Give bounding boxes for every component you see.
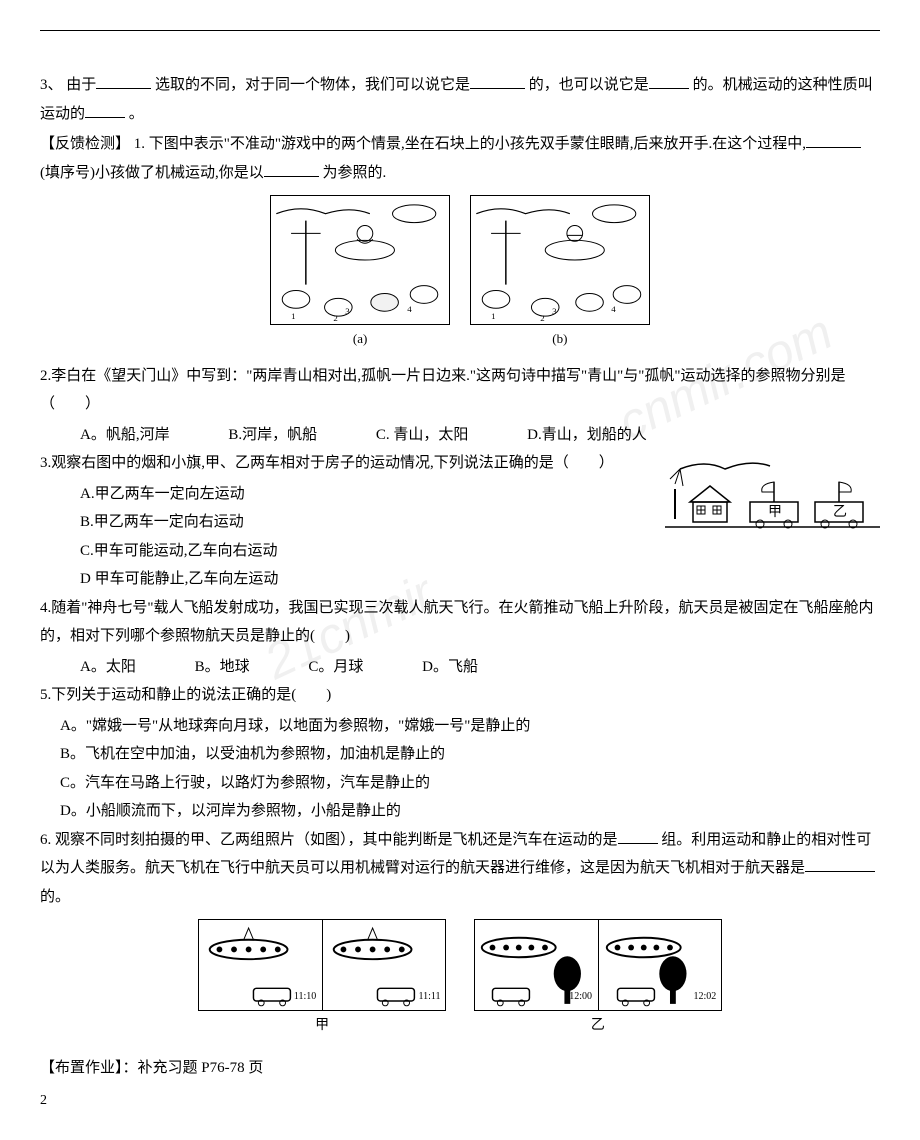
fb-q1-text-3: 为参照的. — [323, 165, 387, 181]
q4-opt-b: B。地球 — [195, 653, 250, 682]
svg-text:1: 1 — [291, 311, 295, 321]
q3-text-5: 。 — [129, 106, 144, 122]
blank — [85, 101, 125, 118]
fb-q1-text-2: (填序号)小孩做了机械运动,你是以 — [40, 165, 264, 181]
q4-text: 4.随着"神舟七号"载人飞船发射成功，我国已实现三次载人航天飞行。在火箭推动飞船… — [40, 600, 874, 645]
q5-opt-c: C。汽车在马路上行驶，以路灯为参照物，汽车是静止的 — [60, 769, 880, 798]
time-2: 11:11 — [418, 987, 440, 1006]
scene-images: 1 2 3 4 (a) 1 2 3 — [40, 195, 880, 354]
q5-opt-b: B。飞机在空中加油，以受油机为参照物，加油机是静止的 — [60, 740, 880, 769]
q4-opt-c: C。月球 — [308, 653, 363, 682]
q3-text-2: 选取的不同，对于同一个物体，我们可以说它是 — [155, 77, 470, 93]
blank — [96, 73, 151, 90]
svg-text:1: 1 — [491, 311, 495, 321]
q2-opt-a: A。帆船,河岸 — [80, 421, 170, 450]
feedback-label: 【反馈检测】 — [40, 136, 130, 152]
scene-a: 1 2 3 4 — [270, 195, 450, 325]
question-5: 5.下列关于运动和静止的说法正确的是( ) — [40, 681, 880, 710]
label-yi: 乙 — [833, 504, 847, 520]
q3b-text: 3.观察右图中的烟和小旗,甲、乙两车相对于房子的运动情况,下列说法正确的是（ ） — [40, 455, 614, 471]
q4-options: A。太阳 B。地球 C。月球 D。飞船 — [40, 653, 880, 682]
svg-text:2: 2 — [334, 313, 338, 323]
blank — [649, 73, 689, 90]
house-cars-image: 甲 乙 — [665, 454, 880, 536]
q4-opt-a: A。太阳 — [80, 653, 136, 682]
q6-text-3: 的。 — [40, 889, 70, 905]
q3-number: 3、 — [40, 77, 63, 93]
blank — [618, 827, 658, 844]
question-4: 4.随着"神舟七号"载人飞船发射成功，我国已实现三次载人航天飞行。在火箭推动飞船… — [40, 594, 880, 651]
feedback-q1: 【反馈检测】 1. 下图中表示"不准动"游戏中的两个情景,坐在石块上的小孩先双手… — [40, 130, 880, 187]
q5-opt-a: A。"嫦娥一号"从地球奔向月球，以地面为参照物，"嫦娥一号"是静止的 — [60, 712, 880, 741]
q2-opt-d: D.青山，划船的人 — [527, 421, 647, 450]
homework-label: 【布置作业】 — [40, 1060, 123, 1076]
q2-text: 2.李白在《望天门山》中写到："两岸青山相对出,孤帆一片日边来."这两句诗中描写… — [40, 368, 846, 413]
question-3: 3、 由于 选取的不同，对于同一个物体，我们可以说它是 的，也可以说它是 的。机… — [40, 71, 880, 128]
time-4: 12:02 — [694, 987, 717, 1006]
time-3: 12:00 — [569, 987, 592, 1006]
q3-text-1: 由于 — [66, 77, 96, 93]
q3b-opt-c: C.甲车可能运动,乙车向右运动 — [80, 537, 880, 566]
q2-opt-c: C. 青山，太阳 — [376, 421, 469, 450]
caption-a: (a) — [262, 327, 458, 352]
homework-text: ：补充习题 P76-78 页 — [123, 1060, 264, 1076]
svg-text:4: 4 — [407, 304, 412, 314]
photo-pair-jia: 11:10 11:11 — [198, 919, 446, 1011]
time-1: 11:10 — [294, 987, 316, 1006]
q2-options: A。帆船,河岸 B.河岸，帆船 C. 青山，太阳 D.青山，划船的人 — [40, 421, 880, 450]
label-jia: 甲 — [768, 505, 782, 520]
photo-groups: 11:10 11:11 甲 — [40, 919, 880, 1040]
q5-options: A。"嫦娥一号"从地球奔向月球，以地面为参照物，"嫦娥一号"是静止的 B。飞机在… — [40, 712, 880, 826]
blank — [470, 73, 525, 90]
svg-text:4: 4 — [611, 304, 616, 314]
scene-b: 1 2 3 4 — [470, 195, 650, 325]
svg-text:3: 3 — [552, 306, 557, 316]
photo-pair-yi: 12:00 12:02 — [474, 919, 722, 1011]
q2-opt-b: B.河岸，帆船 — [228, 421, 317, 450]
group-label-yi: 乙 — [462, 1013, 734, 1040]
q3b-opt-d: D 甲车可能静止,乙车向左运动 — [80, 565, 880, 594]
homework: 【布置作业】：补充习题 P76-78 页 — [40, 1054, 880, 1083]
q4-opt-d: D。飞船 — [422, 653, 478, 682]
question-6: 6. 观察不同时刻拍摄的甲、乙两组照片（如图），其中能判断是飞机还是汽车在运动的… — [40, 826, 880, 912]
blank — [806, 132, 861, 149]
svg-text:2: 2 — [540, 313, 544, 323]
question-2: 2.李白在《望天门山》中写到："两岸青山相对出,孤帆一片日边来."这两句诗中描写… — [40, 362, 880, 419]
q5-text: 5.下列关于运动和静止的说法正确的是( ) — [40, 687, 331, 703]
blank — [264, 160, 319, 177]
q5-opt-d: D。小船顺流而下，以河岸为参照物，小船是静止的 — [60, 797, 880, 826]
fb-q1-text-1: 1. 下图中表示"不准动"游戏中的两个情景,坐在石块上的小孩先双手蒙住眼睛,后来… — [134, 136, 806, 152]
blank — [805, 856, 875, 873]
page-number: 2 — [40, 1088, 47, 1115]
svg-text:3: 3 — [345, 306, 350, 316]
q6-text-1: 6. 观察不同时刻拍摄的甲、乙两组照片（如图），其中能判断是飞机还是汽车在运动的… — [40, 832, 618, 848]
group-label-jia: 甲 — [186, 1013, 458, 1040]
caption-b: (b) — [462, 327, 658, 352]
q3-text-3: 的，也可以说它是 — [529, 77, 649, 93]
